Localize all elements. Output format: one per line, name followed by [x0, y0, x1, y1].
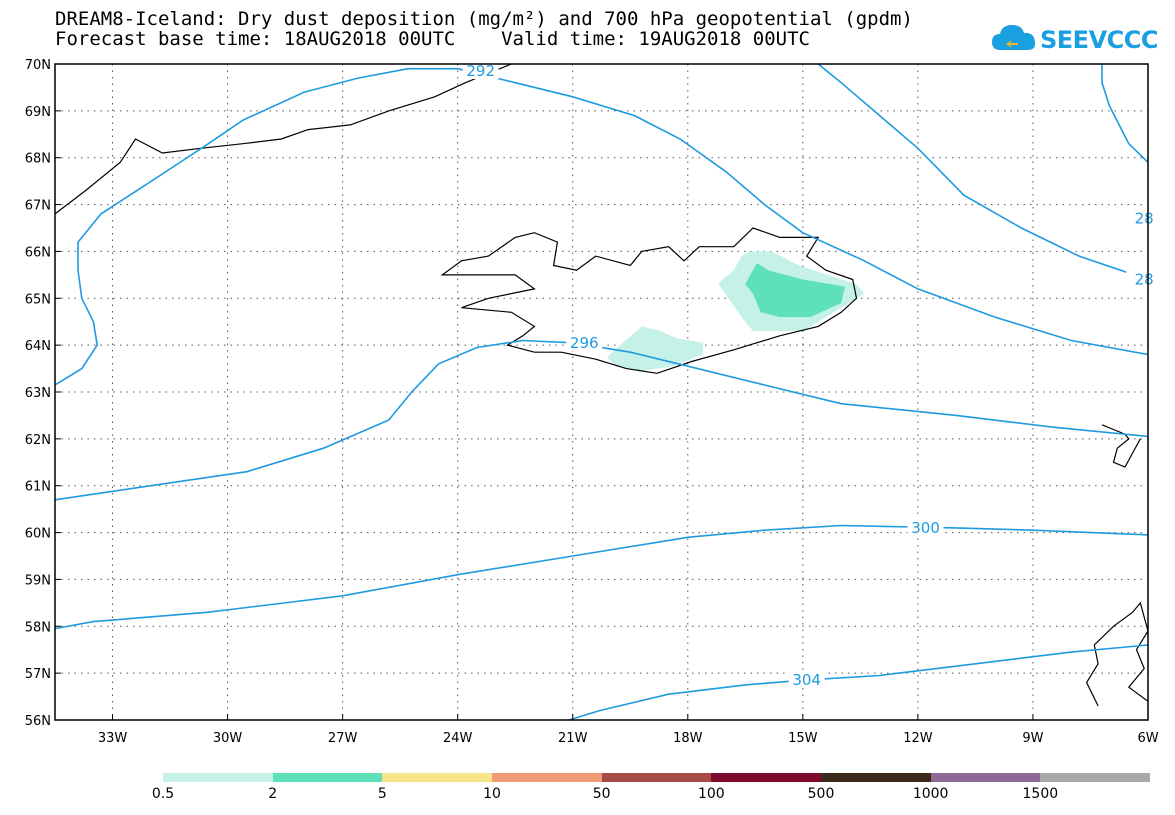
lon-label: 21W	[558, 731, 588, 746]
legend-label: 50	[592, 786, 611, 802]
legend-swatch	[492, 773, 602, 782]
lon-label: 30W	[213, 731, 243, 746]
latitude-labels: 70N 69N 68N 67N 66N 65N 64N 63N 62N 61N 60N 59N 58N 5…	[25, 58, 61, 729]
map-subtitle: Forecast base time: 18AUG2018 00UTC Vali…	[55, 28, 810, 50]
lat-label: 57N	[25, 667, 51, 682]
seevccc-logo: SEEVCCC	[990, 20, 1159, 58]
scotland-coastline	[1085, 601, 1149, 707]
lon-label: 24W	[443, 731, 473, 746]
lat-label: 69N	[25, 105, 51, 120]
map-title: DREAM8-Iceland: Dry dust deposition (mg/…	[55, 8, 913, 30]
geopotential-contour-line	[54, 339, 1149, 501]
lat-label: 65N	[25, 292, 51, 307]
legend-swatch	[272, 773, 383, 782]
geopotential-contour-line	[568, 644, 1149, 721]
coastlines	[54, 63, 1149, 707]
legend-label: 100	[697, 786, 725, 802]
lat-label: 59N	[25, 573, 51, 588]
contour-label-bg	[788, 671, 825, 689]
longitude-labels: 33W 30W 27W 24W 21W 18W 15W 12W 9W 6W	[98, 714, 1159, 746]
lon-label: 15W	[788, 731, 818, 746]
lat-label: 58N	[25, 620, 51, 635]
legend-label: 1000	[912, 786, 949, 802]
faroe-coastline	[1101, 424, 1141, 468]
legend-label: 0.5	[151, 786, 175, 802]
contour-label-bg	[1126, 270, 1163, 288]
lat-label: 70N	[25, 58, 51, 73]
legend-label: 10	[483, 786, 501, 802]
legend-swatch	[1040, 773, 1151, 782]
geopotential-contour-line	[54, 67, 1149, 386]
legend-swatch	[711, 773, 822, 782]
lat-label: 63N	[25, 386, 51, 401]
lat-label: 68N	[25, 152, 51, 167]
dust-area-mid	[745, 263, 845, 317]
contour-label: 28	[1135, 210, 1154, 228]
lon-label: 6W	[1137, 731, 1158, 746]
lat-label: 67N	[25, 199, 51, 214]
legend-swatch	[821, 773, 931, 782]
legend-label: 500	[807, 786, 835, 802]
legend-swatch	[163, 773, 273, 782]
contour-label-bg	[462, 62, 499, 80]
contour-label: 292	[466, 62, 495, 80]
logo-text: SEEVCCC	[1040, 26, 1159, 54]
legend-swatch	[601, 773, 712, 782]
contour-labels: 292 296 300 304 28 28	[462, 62, 1163, 689]
lat-label: 64N	[25, 339, 51, 354]
cloud-icon	[992, 25, 1036, 50]
contour-label: 304	[792, 671, 821, 689]
lon-label: 9W	[1022, 731, 1043, 746]
lat-label: 66N	[25, 245, 51, 260]
iceland-coastline	[440, 227, 858, 374]
geopotential-contour-line	[817, 63, 1149, 281]
contour-label: 296	[570, 334, 599, 352]
contour-label: 28	[1135, 271, 1154, 289]
legend-label: 5	[377, 786, 387, 802]
lat-label: 62N	[25, 433, 51, 448]
legend-label: 1500	[1022, 786, 1059, 802]
color-legend	[163, 773, 1151, 782]
legend-swatch	[930, 773, 1041, 782]
dust-deposition-field	[607, 251, 865, 371]
lon-label: 27W	[328, 731, 358, 746]
lat-label: 61N	[25, 480, 51, 495]
lat-label: 60N	[25, 527, 51, 542]
contour-label-bg	[566, 333, 603, 351]
geopotential-contour-line	[54, 524, 1149, 630]
geopotential-contour-line	[1101, 64, 1149, 163]
lon-label: 12W	[903, 731, 933, 746]
greenland-coastline	[54, 63, 512, 215]
lat-label: 56N	[25, 714, 51, 729]
contour-label-bg	[1126, 209, 1163, 227]
dust-area-low	[607, 326, 704, 371]
graticule	[55, 64, 1148, 720]
contour-label-bg	[907, 518, 944, 536]
geopotential-contours	[54, 63, 1149, 721]
legend-swatch	[382, 773, 493, 782]
lon-label: 33W	[98, 731, 128, 746]
legend-label: 2	[268, 786, 278, 802]
lon-label: 18W	[673, 731, 703, 746]
contour-label: 300	[911, 519, 940, 537]
